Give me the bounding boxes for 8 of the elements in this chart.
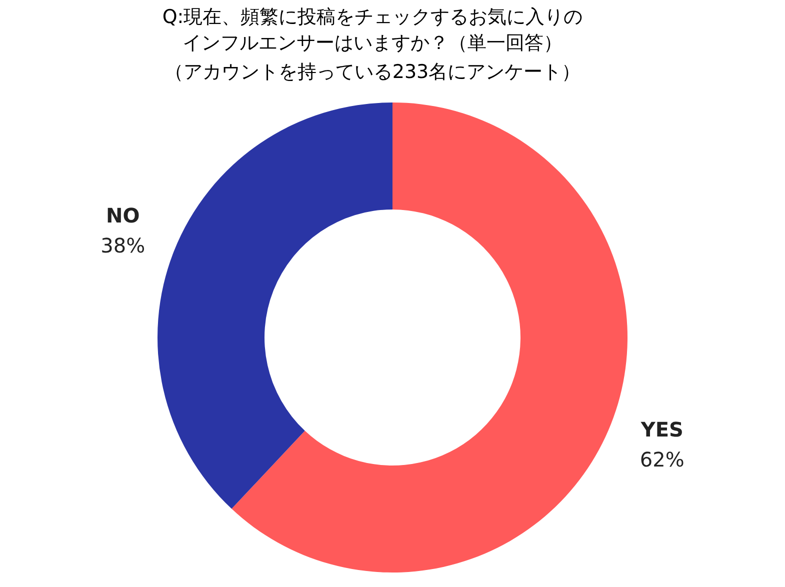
data-label: 62%	[640, 447, 684, 472]
slice-label: YES	[640, 417, 684, 442]
data-label: 38%	[100, 234, 146, 258]
chart-title: Q:現在、頻繁に投稿をチェックするお気に入りのインフルエンサーはいますか？（単一回答）	[162, 6, 583, 54]
slice-label: NO	[106, 204, 140, 228]
donut-slice	[158, 102, 392, 509]
chart-subtitle: （アカウントを持っている233名にアンケート）	[164, 61, 581, 83]
donut-slice	[232, 102, 628, 572]
